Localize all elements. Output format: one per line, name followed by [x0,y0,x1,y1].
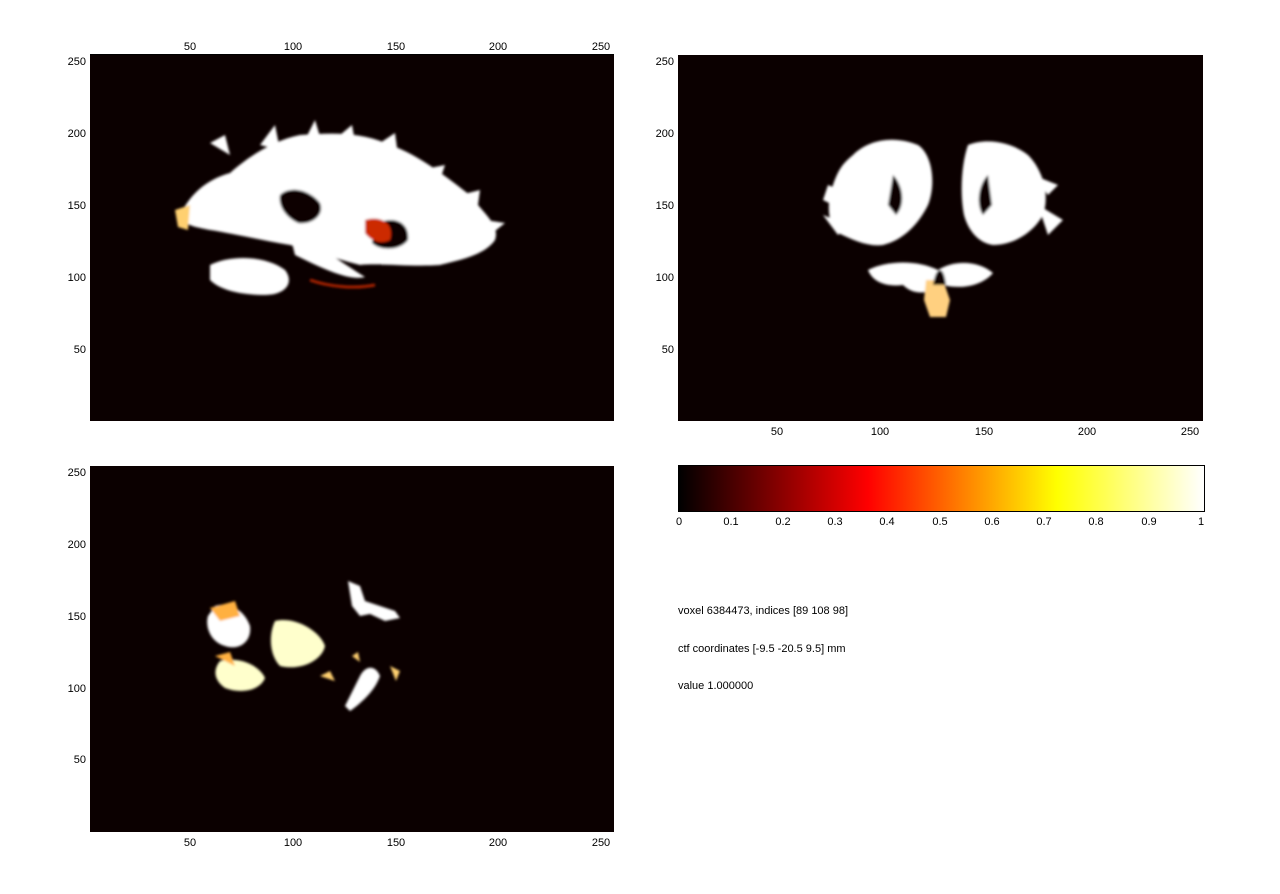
colorbar-tick: 0.9 [1141,516,1157,528]
axial-x-tick: 200 [488,837,508,849]
coronal-y-tick: 100 [655,272,674,284]
colorbar-tick: 0.8 [1088,516,1104,528]
sagittal-x-tick: 100 [283,41,303,53]
axial-y-tick: 50 [73,754,86,766]
coronal-y-tick: 50 [661,344,674,356]
sagittal-y-tick: 200 [67,128,86,140]
coronal-y-tick: 200 [655,128,674,140]
colorbar-tick: 1 [1197,516,1205,528]
coronal-x-tick: 200 [1077,426,1097,438]
axial-view[interactable] [90,466,614,832]
sagittal-y-tick: 50 [73,344,86,356]
sagittal-y-tick: 100 [67,272,86,284]
sagittal-view[interactable] [90,55,614,421]
colorbar [678,465,1205,512]
axial-x-tick: 50 [183,837,197,849]
colorbar-tick: 0.3 [827,516,843,528]
coronal-x-tick: 100 [870,426,890,438]
coronal-x-tick: 250 [1180,426,1200,438]
coronal-slice-image [823,139,1063,317]
sagittal-x-tick: 250 [591,41,611,53]
sagittal-slice-image [175,120,505,295]
colorbar-tick: 0.1 [723,516,739,528]
colorbar-tick: 0.2 [775,516,791,528]
axial-y-tick: 150 [67,611,86,623]
voxel-info: voxel 6384473, indices [89 108 98] [678,605,849,617]
sagittal-y-tick: 150 [67,200,86,212]
colorbar-tick: 0.7 [1036,516,1052,528]
sagittal-top-axis-line [90,54,614,55]
axial-y-tick: 100 [67,683,86,695]
sagittal-x-tick: 50 [183,41,197,53]
colorbar-tick: 0.6 [984,516,1000,528]
axial-y-tick: 250 [67,467,86,479]
axial-x-tick: 150 [386,837,406,849]
colorbar-tick: 0.5 [932,516,948,528]
colorbar-tick: 0.4 [879,516,895,528]
coronal-y-tick: 150 [655,200,674,212]
sagittal-x-tick: 150 [386,41,406,53]
sagittal-y-tick: 250 [67,56,86,68]
axial-x-tick: 100 [283,837,303,849]
coordinates-info: ctf coordinates [-9.5 -20.5 9.5] mm [678,643,846,655]
coronal-x-tick: 50 [770,426,784,438]
coronal-x-tick: 150 [974,426,994,438]
axial-slice-image [207,581,400,711]
value-info: value 1.000000 [678,680,754,692]
coronal-view[interactable] [678,55,1203,421]
axial-x-tick: 250 [591,837,611,849]
colorbar-tick: 0 [675,516,683,528]
axial-y-tick: 200 [67,539,86,551]
sagittal-x-tick: 200 [488,41,508,53]
coronal-y-tick: 250 [655,56,674,68]
